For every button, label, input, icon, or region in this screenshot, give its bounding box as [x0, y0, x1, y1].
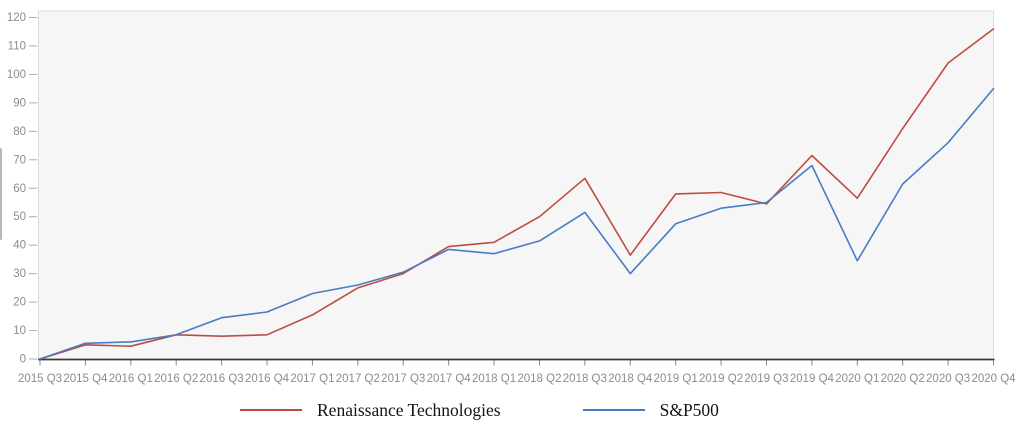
x-tick-label: 2018 Q3 — [563, 373, 607, 385]
x-tick-label: 2020 Q2 — [881, 373, 925, 385]
x-tick-label: 2020 Q3 — [926, 373, 970, 385]
y-tick-label: 70 — [13, 154, 26, 166]
y-tick-label: 110 — [8, 40, 26, 52]
x-tick-label: 2020 Q1 — [835, 373, 879, 385]
y-tick-label: 30 — [13, 268, 26, 280]
x-tick-label: 2019 Q1 — [654, 373, 698, 385]
x-tick-label: 2018 Q4 — [608, 373, 653, 385]
plot-area — [38, 10, 994, 360]
legend-item-sp500[interactable]: S&P500 — [582, 398, 719, 422]
x-tick-label: 2016 Q1 — [109, 373, 153, 385]
legend-label: S&P500 — [659, 400, 719, 420]
series-line-renaissance-technologies — [39, 28, 995, 360]
y-tick-label: 0 — [20, 354, 26, 366]
x-tick-label: 2016 Q4 — [245, 373, 290, 385]
series-line-s-p500 — [39, 87, 995, 360]
y-tick-label: 60 — [13, 183, 26, 195]
x-tick-label: 2017 Q1 — [290, 373, 334, 385]
y-tick-label: 40 — [13, 240, 26, 252]
x-tick-label: 2016 Q2 — [154, 373, 198, 385]
y-tick-label: 10 — [13, 325, 26, 337]
legend-line-swatch — [582, 409, 645, 411]
legend-line-swatch — [240, 409, 302, 411]
x-tick-label: 2015 Q3 — [18, 373, 62, 385]
y-axis-title-clipped — [0, 148, 2, 240]
x-tick-label: 2019 Q2 — [699, 373, 743, 385]
x-tick-label: 2017 Q2 — [336, 373, 380, 385]
y-tick-label: 50 — [13, 211, 26, 223]
x-tick-label: 2015 Q4 — [63, 373, 108, 385]
y-tick-label: 120 — [7, 12, 26, 24]
x-tick-label: 2016 Q3 — [200, 373, 244, 385]
legend-label: Renaissance Technologies — [317, 400, 501, 420]
x-tick-label: 2017 Q4 — [427, 373, 472, 385]
x-tick-label: 2020 Q4 — [971, 373, 1016, 385]
legend: Renaissance Technologies S&P500 — [240, 398, 719, 422]
x-tick-label: 2019 Q4 — [790, 373, 835, 385]
y-tick-label: 100 — [7, 69, 26, 81]
y-tick-label: 80 — [13, 126, 26, 138]
x-tick-label: 2018 Q1 — [472, 373, 516, 385]
y-tick-label: 90 — [13, 97, 26, 109]
x-tick-label: 2017 Q3 — [381, 373, 425, 385]
x-tick-label: 2018 Q2 — [517, 373, 561, 385]
y-tick-label: 20 — [13, 297, 26, 309]
legend-item-renaissance-technologies[interactable]: Renaissance Technologies — [240, 398, 501, 422]
x-tick-label: 2019 Q3 — [744, 373, 788, 385]
